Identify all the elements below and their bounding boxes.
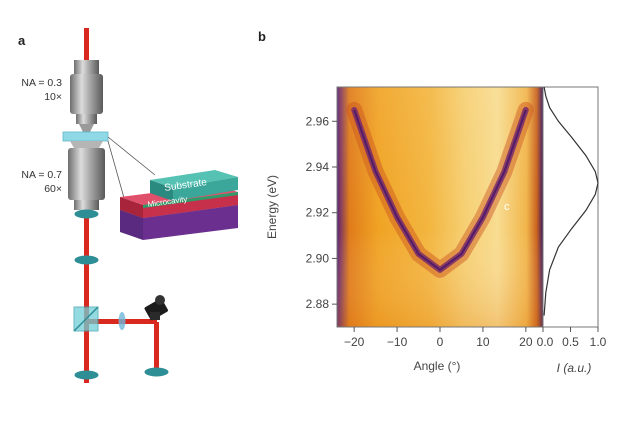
x-tick-label: 10 (476, 335, 490, 349)
objective-bottom-icon (68, 141, 105, 210)
y-axis-label: Energy (eV) (265, 175, 279, 239)
heatmap-annotation: c (504, 201, 510, 213)
zoom-line-lower (107, 140, 127, 206)
spectrum-x-tick-label: 1.0 (590, 335, 607, 349)
heatmap-shading (337, 87, 543, 327)
y-tick-label: 2.88 (306, 297, 330, 311)
spectrum-panel (542, 86, 599, 328)
panel-b: b c Energy (eV) Angle (°) I (a.u.) 2.88 2… (258, 29, 607, 375)
objective-top-magnification: 10× (44, 91, 62, 103)
y-tick-label: 2.94 (306, 160, 330, 174)
dispersion-heatmap: c (337, 87, 543, 327)
x-tick-label: −10 (387, 335, 408, 349)
sample-slide (62, 131, 109, 142)
x-tick-label: 20 (519, 335, 533, 349)
x-axis-label: Angle (°) (414, 359, 461, 373)
panel-a-setup: a NA = 0.3 10× NA = 0.7 60× (18, 28, 238, 383)
sample-layers-inset: Substrate Microcavity (120, 170, 238, 240)
spectrum-x-tick-label: 0.0 (537, 335, 554, 349)
spectrum-x-tick-label: 0.5 (562, 335, 579, 349)
dispersion-band-core (353, 109, 527, 272)
y-tick-label: 2.92 (306, 206, 330, 220)
lens-icons (74, 209, 169, 380)
spectrum-series-line (543, 86, 599, 316)
x-tick-label: −20 (344, 335, 365, 349)
zoom-line-upper (107, 136, 156, 176)
objective-bottom-na: NA = 0.7 (21, 169, 62, 181)
x-tick-label: 0 (437, 335, 444, 349)
beam-splitter-icon (73, 306, 99, 332)
spectrum-x-axis-label: I (a.u.) (557, 361, 592, 375)
laser-beam-branch (154, 322, 159, 376)
panel-a-label: a (18, 33, 26, 48)
panel-b-label: b (258, 29, 266, 44)
camera-icon (144, 295, 168, 321)
objective-top-icon (70, 60, 103, 132)
y-tick-label: 2.90 (306, 251, 330, 265)
spectrum-frame (542, 86, 599, 328)
objective-bottom-magnification: 60× (44, 183, 62, 195)
objective-top-na: NA = 0.3 (21, 77, 62, 89)
y-tick-label: 2.96 (306, 114, 330, 128)
